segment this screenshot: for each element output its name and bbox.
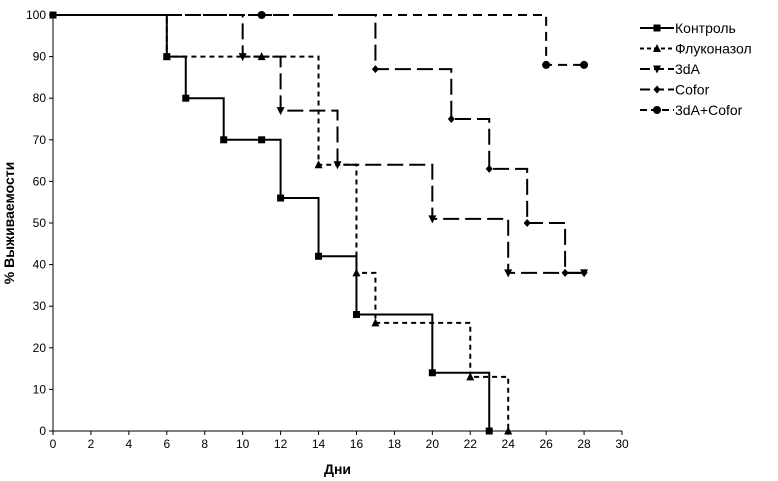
triangle-up-marker <box>162 52 171 61</box>
x-tick-label: 30 <box>615 437 629 451</box>
triangle-down-marker <box>276 107 285 116</box>
x-tick-label: 8 <box>201 437 208 451</box>
legend-label: Cofor <box>675 82 710 98</box>
plot-area <box>49 11 589 435</box>
diamond-marker <box>485 164 493 173</box>
x-tick-label: 28 <box>577 437 591 451</box>
y-tick-label: 10 <box>33 382 47 396</box>
series-line <box>53 14 585 274</box>
legend-item-1: Флуконазол <box>640 41 752 57</box>
square-marker <box>315 252 323 260</box>
x-tick-label: 24 <box>502 437 516 451</box>
square-marker <box>352 311 360 319</box>
triangle-down-marker <box>653 65 661 74</box>
circle-marker <box>580 60 589 69</box>
series-line <box>53 14 510 431</box>
square-marker <box>428 369 436 377</box>
square-marker <box>220 136 228 144</box>
x-tick-label: 14 <box>312 437 326 451</box>
x-tick-label: 20 <box>426 437 440 451</box>
x-tick-label: 6 <box>163 437 170 451</box>
series-1 <box>53 14 513 435</box>
legend-label: 3dA+Cofor <box>675 102 743 118</box>
square-marker <box>182 94 190 102</box>
y-tick-label: 60 <box>33 174 47 188</box>
series-2 <box>53 14 589 278</box>
triangle-up-marker <box>314 160 323 169</box>
y-tick-label: 40 <box>33 258 47 272</box>
legend-label: Контроль <box>675 20 736 36</box>
triangle-down-marker <box>238 53 247 62</box>
triangle-up-marker <box>653 44 661 52</box>
series-line <box>53 14 585 66</box>
series-line <box>53 14 585 274</box>
legend: Контроль Флуконазол 3dA Cofor 3dA+Cofor <box>640 20 752 118</box>
circle-marker <box>653 106 661 114</box>
legend-item-4: 3dA+Cofor <box>640 102 743 118</box>
y-tick-label: 30 <box>33 299 47 313</box>
triangle-down-marker <box>428 215 437 224</box>
series-3 <box>53 14 588 277</box>
x-tick-label: 18 <box>388 437 402 451</box>
x-tick-label: 4 <box>126 437 133 451</box>
x-tick-label: 26 <box>539 437 553 451</box>
series-0 <box>49 11 493 435</box>
y-tick-label: 50 <box>33 216 47 230</box>
circle-marker <box>257 11 266 19</box>
legend-label: 3dA <box>675 61 701 77</box>
diamond-marker <box>561 268 569 277</box>
x-tick-label: 10 <box>236 437 250 451</box>
y-tick-label: 70 <box>33 133 47 147</box>
x-tick-label: 2 <box>88 437 95 451</box>
diamond-marker <box>371 65 379 74</box>
square-marker <box>653 24 661 32</box>
legend-item-2: 3dA <box>640 61 701 77</box>
series-4 <box>53 11 589 69</box>
diamond-marker <box>447 115 455 123</box>
x-tick-label: 0 <box>50 437 57 451</box>
diamond-marker <box>653 85 661 94</box>
y-axis-title: % Выживаемости <box>1 162 17 285</box>
triangle-up-marker <box>466 372 475 381</box>
y-tick-label: 80 <box>33 91 47 105</box>
x-axis-title: Дни <box>324 461 351 477</box>
y-tick-label: 90 <box>33 50 47 64</box>
diamond-marker <box>523 219 531 227</box>
series-line <box>53 14 491 431</box>
x-tick-label: 16 <box>350 437 364 451</box>
legend-item-3: Cofor <box>640 82 710 98</box>
triangle-down-marker <box>333 161 342 170</box>
triangle-up-marker <box>352 268 361 277</box>
triangle-down-marker <box>504 269 513 278</box>
y-tick-label: 0 <box>39 424 46 438</box>
diamond-marker <box>580 268 588 277</box>
square-marker <box>258 136 266 144</box>
circle-marker <box>542 60 551 69</box>
x-tick-label: 22 <box>464 437 478 451</box>
x-tick-label: 12 <box>274 437 288 451</box>
square-marker <box>277 194 285 202</box>
legend-item-0: Контроль <box>640 20 736 36</box>
triangle-up-marker <box>371 318 380 327</box>
legend-label: Флуконазол <box>675 41 752 57</box>
y-tick-label: 20 <box>33 341 47 355</box>
y-tick-label: 100 <box>26 8 46 22</box>
